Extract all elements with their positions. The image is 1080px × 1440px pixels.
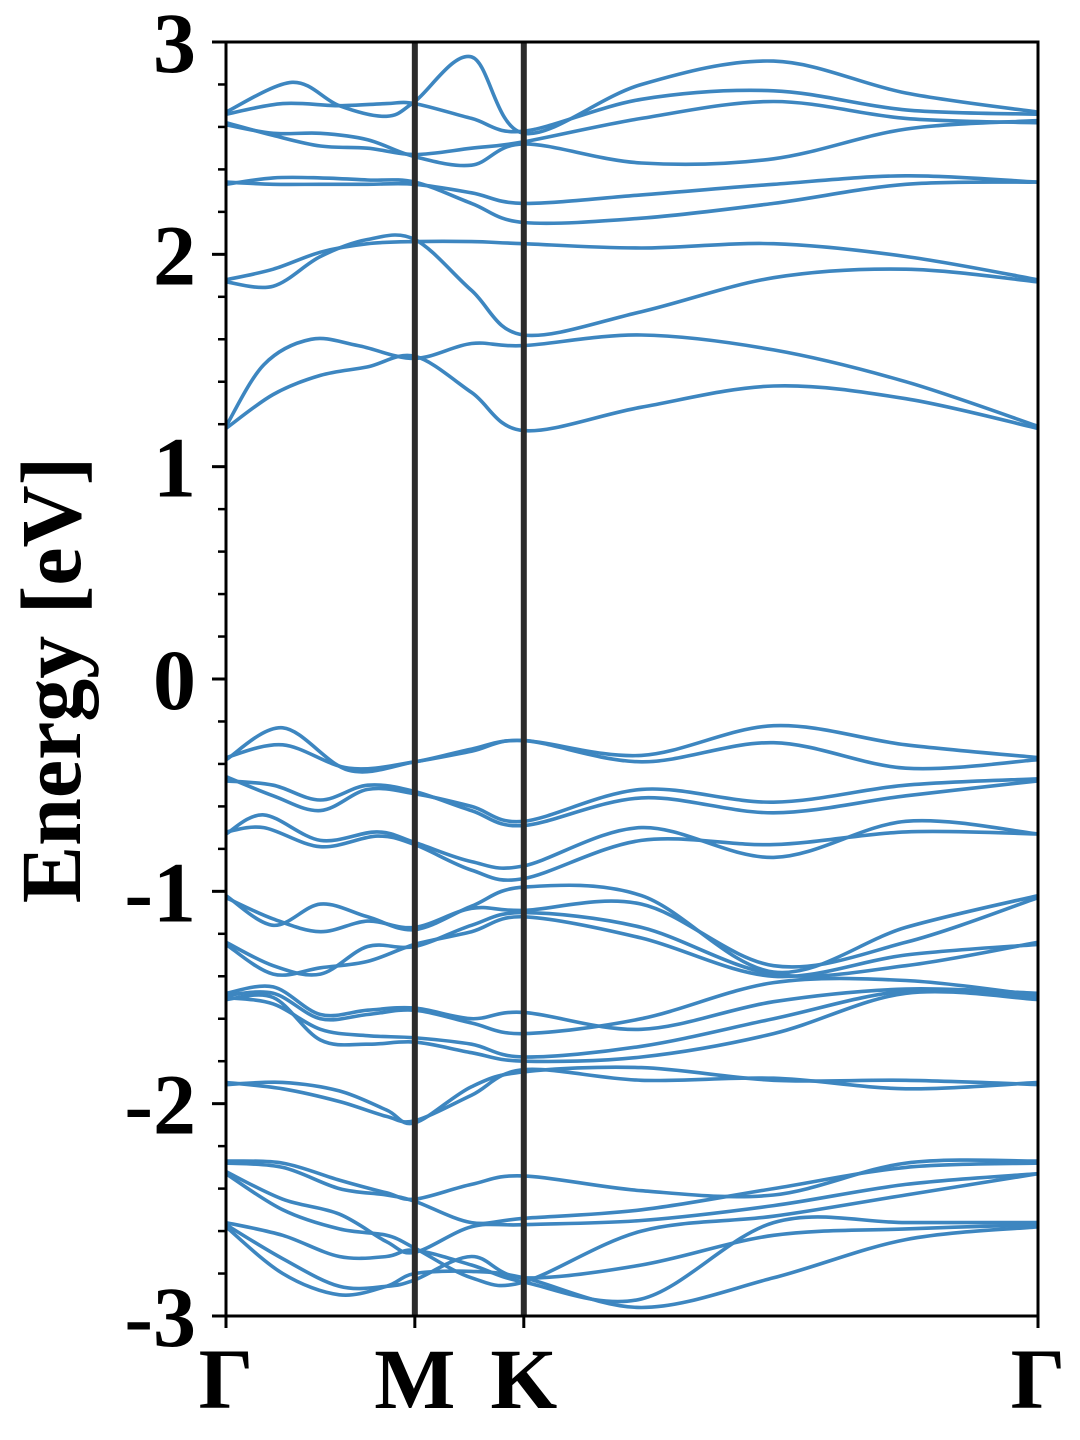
- band-line-30: [226, 1171, 1038, 1288]
- band-line-8: [226, 99, 1038, 157]
- band-line-5: [226, 175, 1038, 226]
- band-line-18: [226, 895, 1038, 969]
- y-tick-label: -1: [124, 844, 196, 940]
- band-line-29: [226, 1169, 1038, 1255]
- y-tick-label: 3: [153, 0, 196, 91]
- band-line-31: [226, 1215, 1038, 1304]
- band-line-22: [226, 976, 1038, 1036]
- y-tick-label: 2: [153, 207, 196, 303]
- y-tick-label: -3: [124, 1269, 196, 1365]
- band-line-17: [226, 883, 1038, 975]
- band-line-20: [226, 914, 1038, 979]
- band-line-16: [226, 825, 1038, 882]
- band-line-19: [226, 910, 1038, 979]
- y-tick-label: 0: [153, 632, 196, 728]
- band-line-26: [226, 1065, 1038, 1126]
- band-line-6: [226, 173, 1038, 206]
- x-tick-label: K: [490, 1331, 557, 1427]
- symmetry-lines: [411, 42, 527, 1316]
- band-line-7: [226, 118, 1038, 168]
- band-line-3: [226, 233, 1038, 338]
- band-line-14: [226, 779, 1038, 828]
- band-line-2: [226, 333, 1038, 429]
- plot-frame: [224, 40, 1040, 1318]
- band-line-15: [226, 813, 1038, 870]
- band-line-21: [226, 984, 1038, 1032]
- band-line-1: [226, 353, 1038, 433]
- band-line-12: [226, 725, 1038, 774]
- band-line-24: [226, 989, 1038, 1064]
- y-tick-label: 1: [153, 420, 196, 516]
- x-tick-label: M: [374, 1331, 455, 1427]
- band-line-10: [226, 54, 1038, 136]
- band-line-25: [226, 1067, 1038, 1124]
- band-line-23: [226, 988, 1038, 1059]
- y-axis-title: Energy [eV]: [3, 457, 99, 904]
- x-tick-label: Γ: [1011, 1331, 1066, 1427]
- band-line-28: [226, 1161, 1038, 1226]
- y-tick-label: -2: [124, 1057, 196, 1153]
- band-line-4: [226, 239, 1038, 282]
- x-tick-label: Γ: [199, 1331, 254, 1427]
- band-line-33: [226, 1225, 1038, 1310]
- y-axis-ticks: -3 -2 -1 0 1 2 3: [124, 0, 226, 1365]
- band-lines: [226, 54, 1038, 1310]
- band-line-13: [226, 774, 1038, 824]
